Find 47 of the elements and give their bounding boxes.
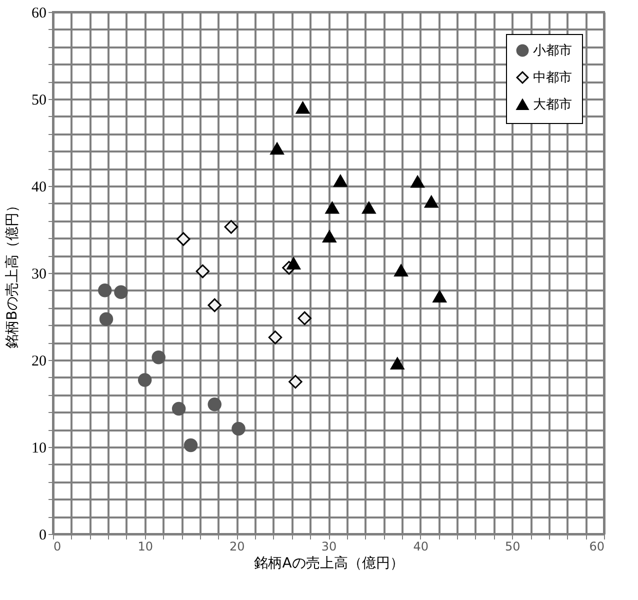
y-tick-label: 0 — [39, 528, 46, 544]
point — [270, 142, 284, 155]
point — [394, 264, 408, 276]
legend-label: 大都市 — [533, 98, 572, 112]
y-tick-label: 60 — [32, 6, 46, 22]
point — [172, 402, 186, 416]
point — [208, 398, 222, 412]
point — [432, 290, 446, 303]
y-tick-label: 40 — [32, 180, 46, 196]
point — [224, 220, 238, 234]
point — [268, 330, 282, 344]
x-tick-label: 30 — [321, 540, 337, 554]
y-tick-label: 30 — [32, 266, 46, 282]
point — [410, 176, 424, 188]
point — [286, 257, 300, 270]
point — [362, 202, 376, 214]
point — [208, 298, 222, 312]
legend-label: 小都市 — [533, 44, 572, 58]
point — [196, 264, 210, 278]
x-tick-label: 10 — [138, 540, 153, 554]
point — [114, 285, 128, 299]
y-tick-label: 50 — [32, 92, 46, 108]
x-tick-label: 60 — [589, 540, 604, 554]
point — [99, 312, 114, 326]
point — [98, 284, 112, 298]
x-axis-title: 銘柄Aの売上高（億円） — [254, 556, 404, 572]
point — [184, 438, 198, 452]
point — [152, 350, 166, 364]
x-tick-label: 50 — [505, 540, 520, 554]
x-tick-label: 40 — [413, 540, 428, 554]
y-axis-title: 銘柄Bの売上高（億円） — [4, 198, 20, 348]
x-tick-label: 0 — [54, 540, 62, 554]
point — [138, 373, 152, 387]
point — [325, 202, 340, 214]
legend-label: 中都市 — [533, 70, 572, 86]
point — [322, 230, 336, 243]
point — [232, 422, 246, 436]
x-tick-label: 20 — [230, 540, 245, 554]
point — [176, 232, 190, 246]
point — [334, 174, 348, 187]
point — [390, 357, 404, 370]
point — [288, 374, 302, 389]
point — [298, 311, 312, 326]
point — [424, 196, 438, 208]
y-tick-label: 10 — [32, 440, 46, 456]
y-tick-label: 20 — [32, 354, 46, 370]
point — [296, 102, 310, 114]
